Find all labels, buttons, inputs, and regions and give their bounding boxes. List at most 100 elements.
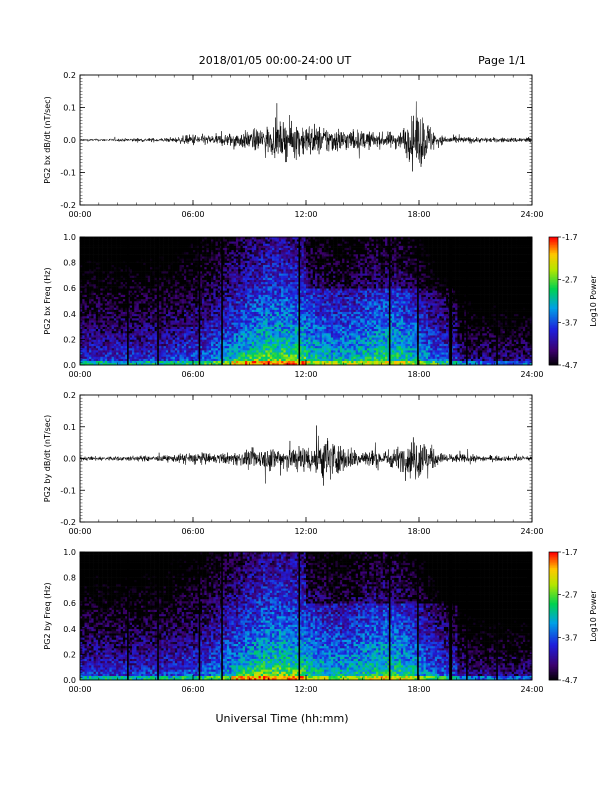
spectrogram-cell — [94, 292, 97, 294]
spectrogram-cell — [85, 356, 88, 358]
spectrogram-cell — [227, 273, 230, 275]
spectrogram-cell — [105, 275, 108, 277]
spectrogram-cell — [191, 265, 194, 267]
spectrogram-cell — [134, 286, 137, 288]
spectrogram-cell — [107, 354, 110, 356]
spectrogram-cell — [139, 352, 142, 354]
spectrogram-cell — [259, 286, 262, 288]
spectrogram-cell — [164, 333, 167, 335]
spectrogram-cell — [150, 248, 153, 250]
spectrogram-cell — [146, 307, 149, 309]
spectrogram-cell — [177, 335, 180, 337]
spectrogram-cell — [121, 297, 124, 299]
spectrogram-cell — [152, 267, 155, 269]
spectrogram-cell — [137, 243, 140, 245]
spectrogram-cell — [89, 307, 92, 309]
spectrogram-cell — [82, 305, 85, 307]
spectrogram-cell — [109, 256, 112, 258]
spectrogram-cell — [121, 324, 124, 326]
spectrogram-cell — [161, 284, 164, 286]
spectrogram-cell — [218, 241, 221, 243]
spectrogram-cell — [234, 348, 237, 350]
spectrogram-cell — [94, 327, 97, 329]
spectrogram-cell — [177, 292, 180, 294]
spectrogram-cell — [177, 256, 180, 258]
spectrogram-cell — [141, 356, 144, 358]
spectrogram-cell — [143, 292, 146, 294]
spectrogram-cell — [123, 256, 126, 258]
spectrogram-cell — [184, 290, 187, 292]
spectrogram-cell — [225, 288, 228, 290]
spectrogram-cell — [143, 350, 146, 352]
spectrogram-cell — [177, 352, 180, 354]
spectrogram-cell — [139, 337, 142, 339]
spectrogram-cell — [89, 248, 92, 250]
spectrogram-cell — [238, 260, 241, 262]
spectrogram-cell — [107, 248, 110, 250]
spectrogram-cell — [89, 350, 92, 352]
spectrogram-cell — [182, 292, 185, 294]
spectrogram-cell — [182, 352, 185, 354]
spectrogram-cell — [250, 271, 253, 273]
spectrogram-cell — [170, 273, 173, 275]
spectrogram-cell — [218, 320, 221, 322]
spectrogram-cell — [103, 278, 106, 280]
spectrogram-cell — [256, 263, 259, 265]
spectrogram-cell — [123, 324, 126, 326]
spectrogram-cell — [182, 314, 185, 316]
spectrogram-cell — [123, 318, 126, 320]
spectrogram-cell — [150, 314, 153, 316]
spectrogram-cell — [179, 258, 182, 260]
spectrogram-cell — [146, 305, 149, 307]
spectrogram-cell — [155, 329, 158, 331]
spectrogram-cell — [150, 333, 153, 335]
spectrogram-cell — [193, 299, 196, 301]
spectrogram-cell — [216, 335, 219, 337]
spectrogram-cell — [256, 316, 259, 318]
spectrogram-cell — [103, 241, 106, 243]
spectrogram-cell — [94, 307, 97, 309]
spectrogram-cell — [137, 324, 140, 326]
spectrogram-cell — [236, 331, 239, 333]
spectrogram-cell — [182, 260, 185, 262]
spectrogram-cell — [123, 271, 126, 273]
spectrogram-cell — [234, 305, 237, 307]
spectrogram-cell — [256, 320, 259, 322]
spectrogram-cell — [213, 275, 216, 277]
spectrogram-cell — [243, 263, 246, 265]
spectrogram-cell — [150, 344, 153, 346]
spectrogram-cell — [143, 333, 146, 335]
spectrogram-cell — [213, 324, 216, 326]
spectrogram-cell — [89, 335, 92, 337]
spectrogram-cell — [234, 292, 237, 294]
spectrogram-cell — [109, 359, 112, 361]
spectrogram-cell — [103, 320, 106, 322]
spectrogram-cell — [152, 254, 155, 256]
spectrogram-cell — [94, 290, 97, 292]
spectrogram-cell — [98, 290, 101, 292]
spectrogram-cell — [202, 337, 205, 339]
spectrogram-cell — [173, 339, 176, 341]
spectrogram-cell — [107, 295, 110, 297]
spectrogram-cell — [91, 322, 94, 324]
spectrogram-cell — [105, 273, 108, 275]
spectrogram-cell — [152, 348, 155, 350]
spectrogram-cell — [256, 258, 259, 260]
spectrogram-cell — [91, 258, 94, 260]
spectrogram-cell — [256, 333, 259, 335]
spectrogram-cell — [164, 307, 167, 309]
spectrogram-cell — [82, 324, 85, 326]
spectrogram-cell — [118, 286, 121, 288]
spectrogram-cell — [218, 275, 221, 277]
spectrogram-cell — [130, 352, 133, 354]
spectrogram-cell — [114, 352, 117, 354]
spectrogram-cell — [161, 322, 164, 324]
spectrogram-cell — [184, 324, 187, 326]
spectrogram-cell — [112, 335, 115, 337]
spectrogram-cell — [250, 333, 253, 335]
spectrogram-cell — [191, 286, 194, 288]
spectrogram-cell — [236, 295, 239, 297]
spectrogram-cell — [236, 297, 239, 299]
spectrogram-cell — [261, 356, 264, 358]
spectrogram-cell — [170, 250, 173, 252]
